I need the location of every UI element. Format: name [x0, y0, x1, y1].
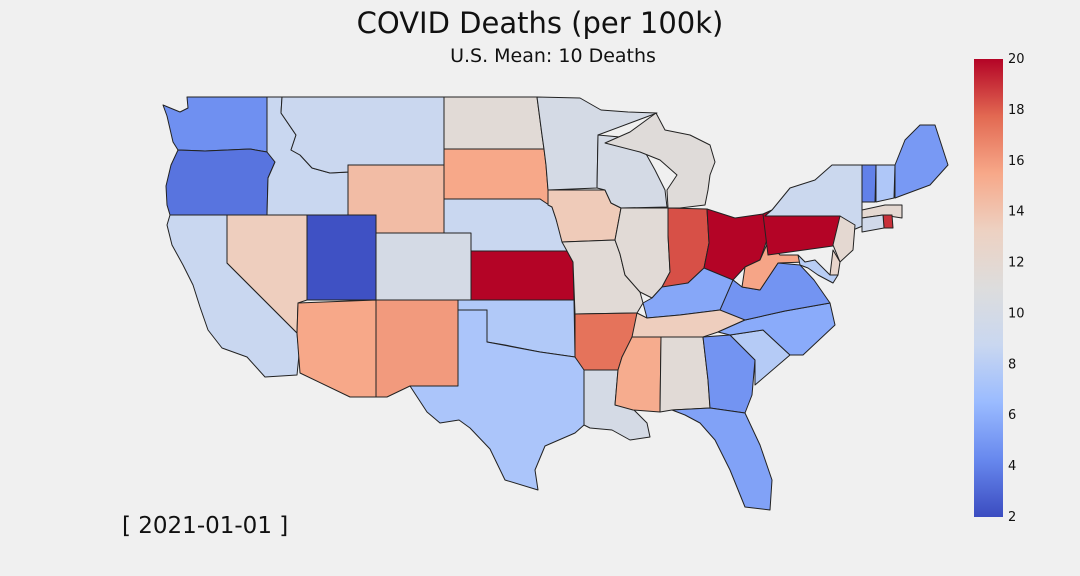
colorbar-tick-label: 20 — [1008, 52, 1025, 67]
state-al — [659, 336, 711, 413]
state-mi — [604, 112, 716, 209]
state-nh — [875, 164, 896, 203]
colorbar-tick-label: 8 — [1008, 357, 1016, 372]
state-sd — [443, 148, 549, 206]
state-tx — [409, 309, 586, 491]
state-ut — [306, 214, 377, 301]
state-ct — [861, 214, 885, 233]
colorbar-tick-label: 18 — [1008, 103, 1025, 118]
colorbar-tick-label: 16 — [1008, 154, 1025, 169]
map-title: COVID Deaths (per 100k) — [356, 6, 724, 40]
state-md — [797, 254, 839, 284]
colorbar-tick-labels: 2 4 6 8 10 12 14 16 18 20 — [1008, 52, 1025, 525]
colorbar-gradient — [974, 59, 1003, 517]
state-vt — [861, 164, 877, 203]
colorbar-tick-label: 14 — [1008, 205, 1025, 220]
colorbar-tick-label: 12 — [1008, 256, 1025, 271]
colorbar-tick-label: 2 — [1008, 510, 1016, 525]
state-mt — [280, 96, 445, 174]
state-az — [296, 299, 377, 398]
colorbar — [974, 59, 1003, 517]
state-nj — [832, 215, 856, 263]
colorbar-tick-label: 6 — [1008, 408, 1016, 423]
state-nm — [375, 299, 459, 398]
state-co — [375, 232, 472, 301]
state-ri — [882, 214, 894, 229]
state-me — [894, 124, 949, 199]
state-or — [165, 148, 276, 216]
state-wa — [162, 96, 268, 153]
map-subtitle: U.S. Mean: 10 Deaths — [450, 45, 656, 67]
state-nd — [443, 96, 545, 150]
state-fl — [671, 407, 773, 511]
colorbar-tick-label: 10 — [1008, 306, 1025, 321]
colorbar-tick-label: 4 — [1008, 459, 1016, 474]
date-label: [ 2021-01-01 ] — [122, 513, 289, 539]
state-ks — [470, 250, 575, 301]
